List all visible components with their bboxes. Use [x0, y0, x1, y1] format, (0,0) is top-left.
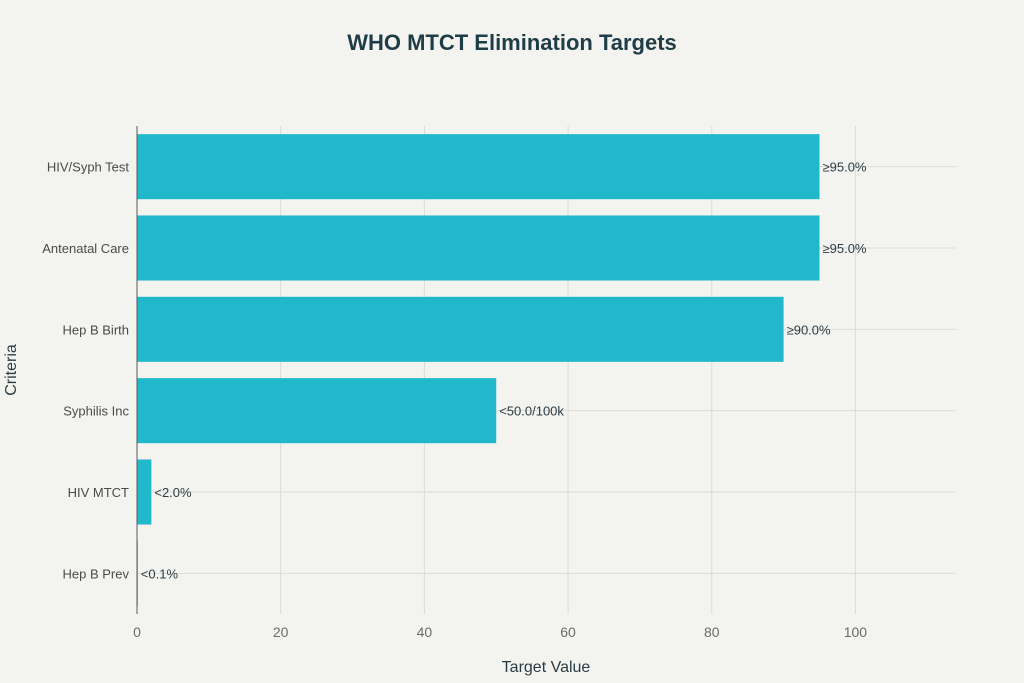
x-tick-label: 60	[560, 624, 576, 640]
bar	[137, 215, 820, 281]
x-tick-label: 20	[273, 624, 289, 640]
data-label: <0.1%	[141, 566, 179, 581]
y-tick-label: Hep B Birth	[63, 322, 129, 337]
labels: 0 20 40 60 80 100 HIV/Syph Test ≥95.0% Antenatal…	[42, 160, 867, 640]
data-label: ≥90.0%	[787, 322, 831, 337]
bars	[137, 134, 820, 606]
y-tick-label: Hep B Prev	[63, 566, 130, 581]
data-label: ≥95.0%	[823, 160, 867, 175]
bar	[137, 296, 784, 362]
data-label: <50.0/100k	[499, 404, 564, 419]
chart-title: WHO MTCT Elimination Targets	[347, 30, 677, 55]
data-label: <2.0%	[154, 485, 192, 500]
bar	[137, 459, 152, 525]
x-tick-label: 0	[133, 624, 141, 640]
x-tick-label: 100	[844, 624, 868, 640]
y-tick-label: Syphilis Inc	[63, 404, 129, 419]
bar	[137, 378, 497, 444]
x-tick-label: 40	[417, 624, 433, 640]
y-tick-label: Antenatal Care	[42, 241, 129, 256]
y-tick-label: HIV/Syph Test	[47, 160, 130, 175]
x-tick-label: 80	[704, 624, 720, 640]
y-axis-title: Criteria	[3, 344, 20, 396]
bar	[137, 134, 820, 200]
y-tick-label: HIV MTCT	[68, 485, 129, 500]
x-axis-title: Target Value	[502, 659, 591, 676]
data-label: ≥95.0%	[823, 241, 867, 256]
